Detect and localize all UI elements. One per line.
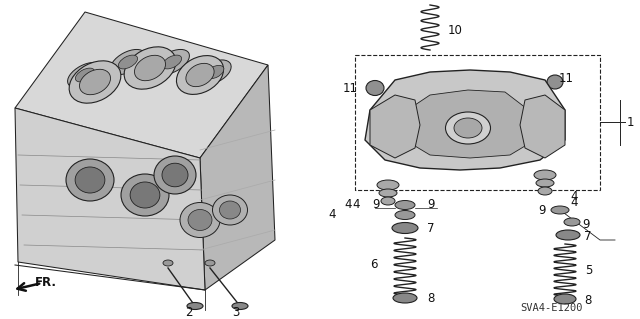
- Polygon shape: [400, 90, 535, 158]
- Ellipse shape: [163, 260, 173, 266]
- Ellipse shape: [395, 211, 415, 219]
- Ellipse shape: [188, 210, 212, 231]
- Ellipse shape: [564, 218, 580, 226]
- Text: 4: 4: [344, 198, 352, 211]
- Text: 4: 4: [570, 189, 577, 203]
- Text: 8: 8: [584, 293, 591, 307]
- Text: 4: 4: [328, 209, 335, 221]
- Ellipse shape: [155, 49, 189, 75]
- Text: 10: 10: [448, 24, 463, 36]
- Ellipse shape: [379, 189, 397, 197]
- Ellipse shape: [134, 55, 166, 81]
- Ellipse shape: [395, 201, 415, 210]
- Text: 4: 4: [352, 198, 360, 211]
- Text: 8: 8: [427, 292, 435, 305]
- Polygon shape: [200, 65, 275, 290]
- Text: 11: 11: [343, 81, 358, 94]
- Text: 2: 2: [185, 307, 193, 319]
- Text: 1: 1: [627, 115, 634, 129]
- Ellipse shape: [177, 56, 223, 94]
- Text: 3: 3: [232, 307, 239, 319]
- Text: 4: 4: [570, 196, 577, 209]
- Ellipse shape: [392, 222, 418, 234]
- Text: 7: 7: [427, 221, 435, 234]
- Ellipse shape: [76, 68, 95, 82]
- Bar: [355, 55, 600, 190]
- Ellipse shape: [130, 182, 160, 208]
- Ellipse shape: [79, 69, 111, 95]
- Ellipse shape: [554, 294, 576, 304]
- Ellipse shape: [75, 167, 105, 193]
- Ellipse shape: [121, 174, 169, 216]
- Polygon shape: [15, 12, 268, 158]
- Text: 11: 11: [559, 71, 574, 85]
- Ellipse shape: [454, 118, 482, 138]
- Text: FR.: FR.: [35, 277, 57, 290]
- Ellipse shape: [220, 201, 241, 219]
- Ellipse shape: [205, 260, 215, 266]
- Text: 9: 9: [372, 198, 380, 211]
- Ellipse shape: [186, 63, 214, 87]
- Ellipse shape: [551, 206, 569, 214]
- Text: 5: 5: [585, 263, 593, 277]
- Ellipse shape: [547, 75, 563, 89]
- Ellipse shape: [111, 49, 145, 75]
- Ellipse shape: [536, 179, 554, 187]
- Ellipse shape: [445, 112, 490, 144]
- Text: SVA4-E1200: SVA4-E1200: [520, 303, 582, 313]
- Ellipse shape: [212, 195, 248, 225]
- Ellipse shape: [556, 230, 580, 240]
- Ellipse shape: [180, 203, 220, 238]
- Polygon shape: [365, 70, 565, 170]
- Ellipse shape: [206, 65, 224, 78]
- Ellipse shape: [377, 180, 399, 190]
- Ellipse shape: [199, 60, 231, 84]
- Ellipse shape: [118, 55, 138, 69]
- Ellipse shape: [534, 170, 556, 180]
- Ellipse shape: [393, 293, 417, 303]
- Text: 9: 9: [538, 204, 545, 217]
- Text: 7: 7: [584, 231, 591, 243]
- Polygon shape: [370, 95, 420, 158]
- Ellipse shape: [366, 80, 384, 95]
- Ellipse shape: [124, 47, 176, 89]
- Text: 6: 6: [370, 258, 378, 271]
- Ellipse shape: [162, 163, 188, 187]
- Ellipse shape: [381, 197, 395, 205]
- Ellipse shape: [187, 302, 203, 309]
- Ellipse shape: [69, 61, 121, 103]
- Text: 9: 9: [582, 218, 589, 231]
- Ellipse shape: [154, 156, 196, 194]
- Ellipse shape: [66, 159, 114, 201]
- Ellipse shape: [163, 55, 182, 69]
- Ellipse shape: [538, 187, 552, 195]
- Polygon shape: [520, 95, 565, 158]
- Polygon shape: [15, 108, 205, 290]
- Ellipse shape: [68, 63, 102, 87]
- Ellipse shape: [232, 302, 248, 309]
- Text: 9: 9: [427, 198, 435, 211]
